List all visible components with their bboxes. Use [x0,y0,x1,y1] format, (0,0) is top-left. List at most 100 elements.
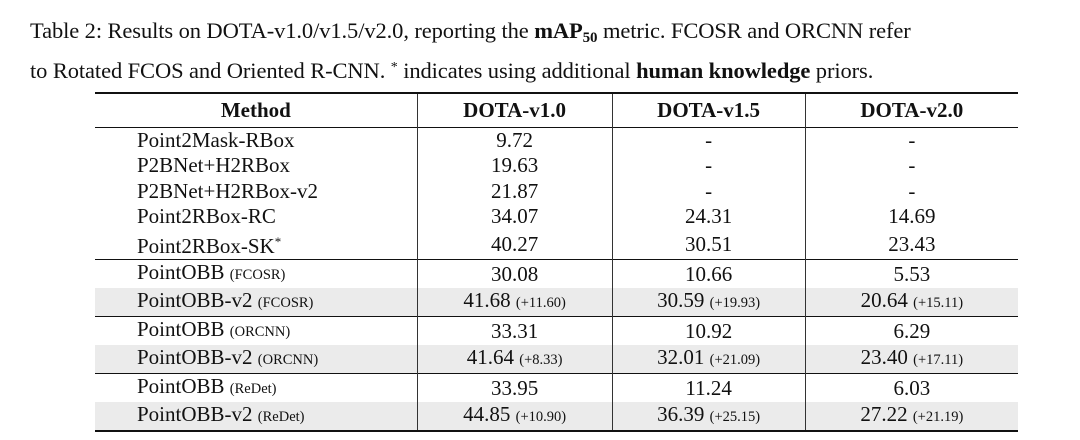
cell-gain: (+21.19) [912,409,964,426]
table-body: Point2Mask-RBox 9.72- - P2BNet+H2RBox 19.63-… [95,127,1018,433]
cell-method: PointOBB (ORCNN) [95,316,418,346]
cell-value: 10.92 [684,318,733,343]
header-dota-v15: DOTA-v1.5 [611,93,806,128]
cell-dota-v20: 5.53 [804,259,1018,289]
cell-dota-v20: - [804,153,1018,179]
table-row: PointOBB-v2 (FCOSR) 41.68 (+11.60) 30.59 (… [95,288,1018,317]
caption-text-4: indicates using additional [403,58,631,83]
cell-dota-v20: 6.03 [804,373,1018,403]
table-row: P2BNet+H2RBox-v2 21.87 - - [95,178,1018,204]
cell-gain: (+25.15) [709,409,761,426]
cell-method: Point2Mask-RBox [95,128,417,154]
cell-dota-v15: 10.92 [611,316,806,346]
cell-value: 14.69 [888,204,936,229]
cell-value: 27.22 [860,402,908,427]
cell-dota-v20: 23.40 (+17.11) [804,345,1018,374]
cell-gain: (+8.33) [519,352,563,369]
cell-dota-v10: 44.85 (+10.90) [416,402,613,433]
method-name: Point2RBox-RC [137,204,276,229]
cell-gain: (+19.93) [709,295,761,312]
cell-value: 10.66 [684,261,733,286]
cell-dota-v20: 27.22 (+21.19) [804,402,1018,433]
cell-dota-v15: - [611,153,806,179]
cell-method: PointOBB (FCOSR) [95,259,418,289]
cell-dota-v15: 30.51 [611,229,806,260]
cell-value: 41.64 [466,345,514,370]
cell-dota-v10: 21.87 [416,178,613,204]
cell-gain: (+17.11) [913,352,964,369]
cell-value: 41.68 [463,288,511,313]
cell-dota-v15: - [611,178,806,204]
method-detector: (ORCNN) [257,352,319,369]
cell-dota-v15: 11.24 [611,373,806,403]
cell-dota-v15: 24.31 [611,203,806,230]
cell-dota-v20: - [804,178,1018,204]
cell-gain: (+15.11) [913,295,964,312]
cell-dota-v10: 19.63 [416,153,613,179]
cell-dota-v10: 34.07 [416,203,613,230]
caption-text-2: metric. FCOSR and ORCNN refer [602,18,911,43]
cell-method: Point2RBox-SK* [95,229,417,260]
cell-method: PointOBB (ReDet) [95,373,418,403]
cell-value: 30.51 [684,231,733,256]
caption-text-5: priors. [815,58,874,83]
cell-dota-v10: 41.68 (+11.60) [416,288,613,317]
cell-value: 33.95 [490,375,539,400]
cell-value: 23.43 [888,231,936,256]
cell-dota-v15: 30.59 (+19.93) [611,288,806,317]
table-row: P2BNet+H2RBox 19.63 - - [95,153,1018,179]
method-name: PointOBB-v2 [137,345,253,370]
cell-value: - [705,128,713,153]
method-name: PointOBB [137,317,225,342]
method-name: PointOBB-v2 [137,288,253,313]
cell-value: 11.24 [685,375,732,400]
cell-dota-v10: 33.95 [416,373,613,403]
table-row: Point2RBox-SK* 40.27 30.51 23.43 [95,229,1018,260]
cell-dota-v10: 33.31 [416,316,613,346]
cell-dota-v10: 40.27 [416,229,613,260]
cell-dota-v15: 32.01 (+21.09) [611,345,806,374]
cell-gain: (+10.90) [515,409,567,426]
method-name: PointOBB [137,374,225,399]
cell-value: 30.08 [490,261,539,286]
method-name: Point2Mask-RBox [137,128,295,153]
method-detector: (ReDet) [257,409,305,426]
method-detector: (ReDet) [229,381,277,398]
cell-dota-v20: 6.29 [804,316,1018,346]
cell-value: 9.72 [496,128,533,153]
cell-value: - [705,178,713,203]
cell-value: - [908,128,916,153]
header-dota-v10: DOTA-v1.0 [416,93,613,128]
cell-gain: (+21.09) [709,352,761,369]
cell-value: 33.31 [490,318,539,343]
table-row: PointOBB (FCOSR) 30.08 10.66 5.53 [95,259,1018,289]
cell-value: 23.40 [860,345,908,370]
cell-value: 24.31 [684,204,733,229]
cell-value: - [908,153,916,178]
table-caption: Table 2: Results on DOTA-v1.0/v1.5/v2.0,… [30,16,1070,85]
method-name: P2BNet+H2RBox-v2 [137,178,319,203]
cell-gain: (+11.60) [515,295,566,312]
table-row: Point2Mask-RBox 9.72 - - [95,127,1018,154]
cell-value: 44.85 [463,402,511,427]
cell-dota-v15: 10.66 [611,259,806,289]
table-row: Point2RBox-RC 34.07 24.31 14.69 [95,203,1018,230]
cell-value: 21.87 [490,178,539,203]
cell-value: 40.27 [490,231,539,256]
caption-text-3: to Rotated FCOS and Oriented R-CNN. [30,58,386,83]
results-table: Method DOTA-v1.0 DOTA-v1.5 DOTA-v2.0 Poi… [95,92,1018,433]
table-row: PointOBB-v2 (ORCNN) 41.64 (+8.33) 32.01 (+… [95,345,1018,374]
header-method: Method [220,98,291,122]
cell-value: - [908,178,916,203]
header-dota-v20: DOTA-v2.0 [804,93,1018,128]
cell-dota-v20: 23.43 [804,229,1018,260]
cell-dota-v10: 9.72 [416,127,613,154]
cell-value: 6.03 [893,375,931,400]
method-detector: (FCOSR) [229,267,286,284]
method-name: PointOBB-v2 [137,402,253,427]
caption-text-1: Results on DOTA-v1.0/v1.5/v2.0, reportin… [107,18,529,43]
cell-method: P2BNet+H2RBox-v2 [95,179,417,204]
caption-metric: mAP50 [534,18,598,46]
method-star: * [274,234,282,250]
cell-value: 6.29 [893,318,931,343]
